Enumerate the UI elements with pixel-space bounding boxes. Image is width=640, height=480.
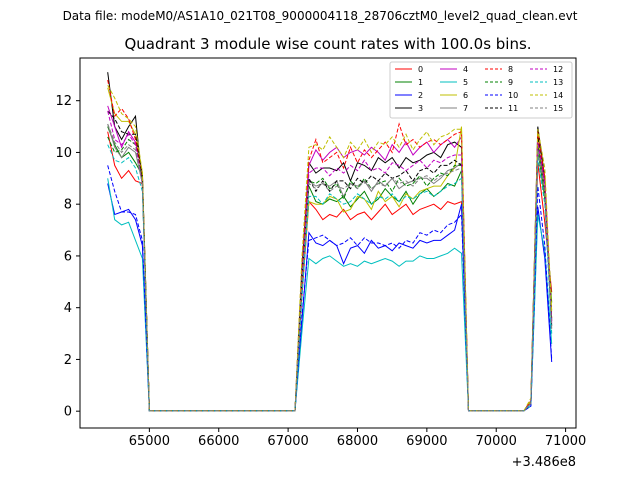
legend-label-13: 13 (553, 78, 563, 87)
series-layer (107, 72, 553, 412)
legend-label-7: 7 (463, 104, 468, 113)
legend-label-1: 1 (418, 78, 423, 87)
legend-label-14: 14 (553, 91, 563, 100)
x-tick-label: 65000 (129, 434, 170, 449)
x-tick-label: 66000 (198, 434, 239, 449)
y-tick-label: 2 (64, 353, 72, 368)
y-tick-label: 10 (55, 146, 72, 161)
legend-label-15: 15 (553, 104, 563, 113)
plot-area: 65000 66000 67000 68000 69000 70000 71000 0 2 4 6… (55, 57, 586, 470)
suptitle: Data file: modeM0/AS1A10_021T08_90000041… (63, 9, 578, 23)
chart-title: Quadrant 3 module wise count rates with … (124, 35, 531, 53)
y-tick-label: 4 (64, 301, 72, 316)
legend-label-0: 0 (418, 65, 423, 74)
axes-frame (79, 57, 577, 429)
legend-label-10: 10 (508, 91, 518, 100)
legend-label-12: 12 (553, 65, 563, 74)
x-tick-label: 69000 (406, 434, 447, 449)
y-tick-label: 6 (64, 249, 72, 264)
legend-label-5: 5 (463, 78, 468, 87)
y-tick-label: 8 (64, 198, 72, 213)
y-tick-label: 0 (64, 405, 72, 420)
x-tick-label: 67000 (267, 434, 308, 449)
legend-label-3: 3 (418, 104, 423, 113)
y-tick-label: 12 (55, 94, 72, 109)
legend-label-8: 8 (508, 65, 513, 74)
x-tick-label: 70000 (476, 434, 517, 449)
legend-box (389, 61, 573, 119)
legend-label-4: 4 (463, 65, 468, 74)
legend-label-11: 11 (508, 104, 518, 113)
legend-label-2: 2 (418, 91, 423, 100)
legend-label-6: 6 (463, 91, 468, 100)
series-line-15 (107, 123, 553, 412)
x-tick-label: 71000 (545, 434, 586, 449)
x-axis: 65000 66000 67000 68000 69000 70000 71000 (129, 428, 586, 449)
legend-label-9: 9 (508, 78, 513, 87)
x-offset-label: +3.486e8 (512, 455, 576, 470)
x-tick-label: 68000 (337, 434, 378, 449)
y-axis: 0 2 4 6 8 10 12 (55, 94, 80, 420)
